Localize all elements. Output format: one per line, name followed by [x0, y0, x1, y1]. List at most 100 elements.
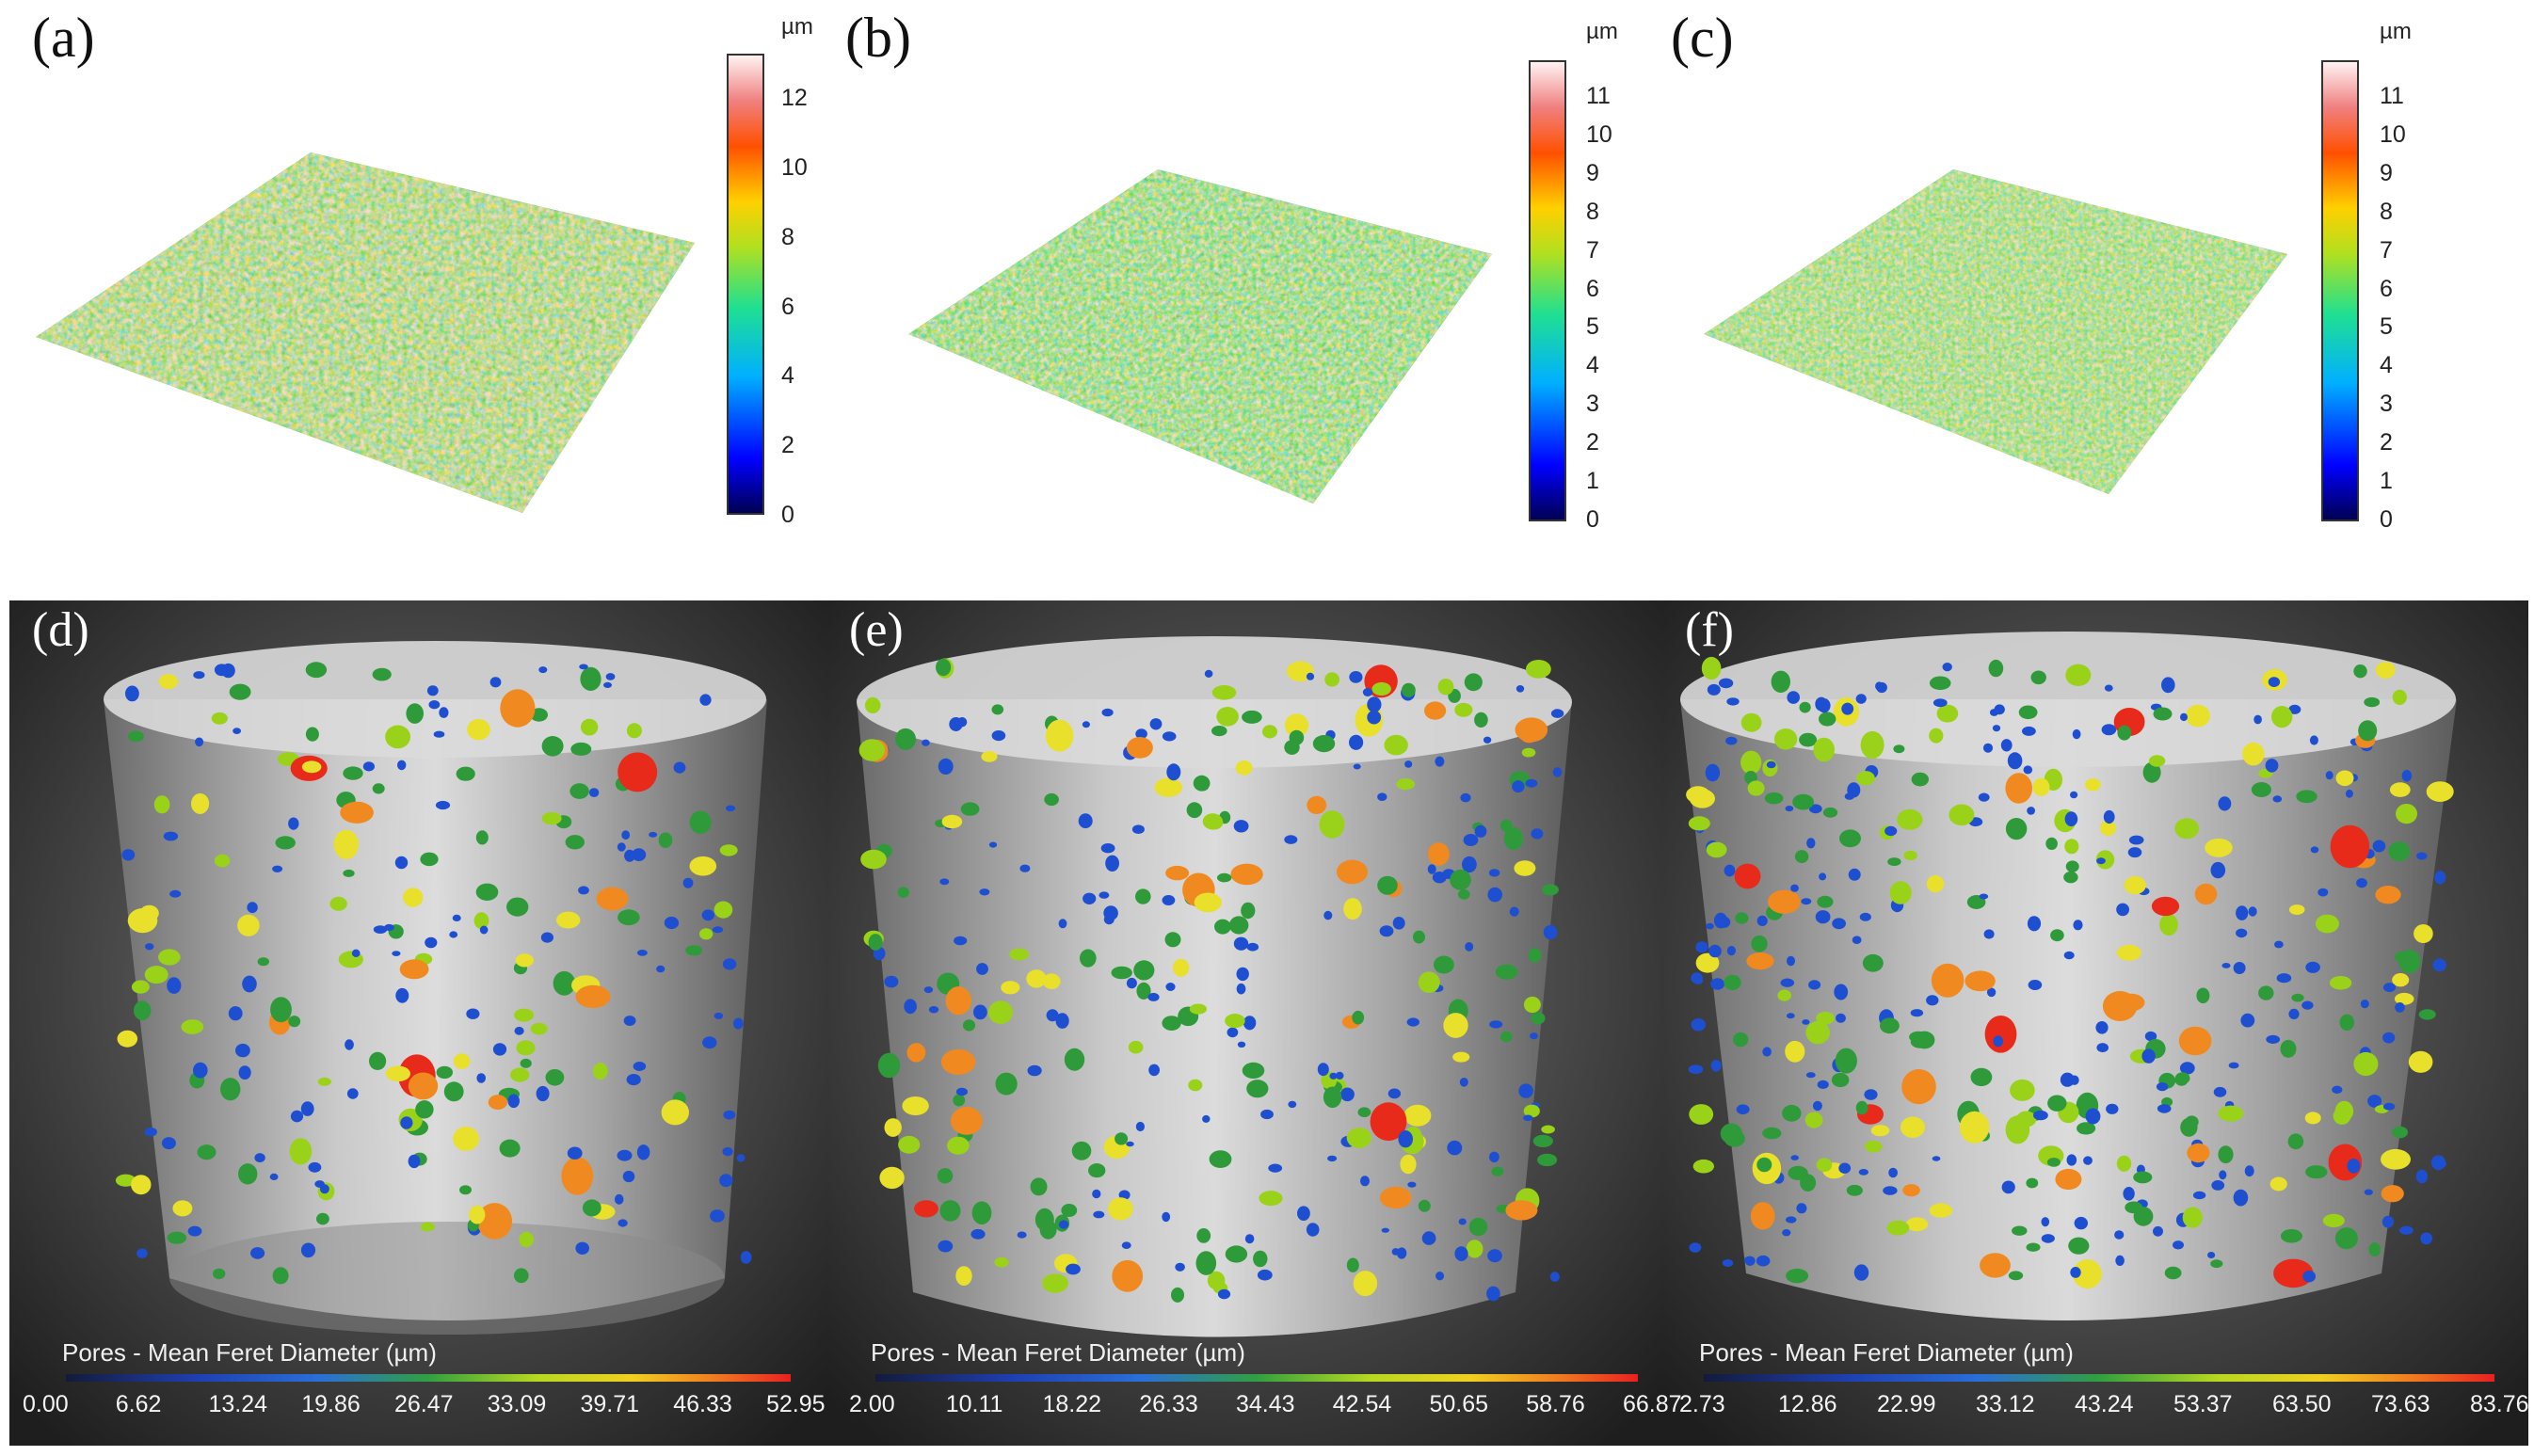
pore [1787, 955, 1795, 967]
pore [161, 1137, 176, 1150]
pore [1083, 892, 1097, 904]
pore [2291, 993, 2304, 1002]
pore [1768, 889, 1801, 914]
pore [1819, 872, 1827, 881]
pore [1523, 996, 1541, 1014]
pore [2153, 707, 2173, 721]
pore [719, 1174, 733, 1188]
pore [1525, 778, 1538, 788]
pore [712, 926, 724, 934]
pore [2288, 704, 2301, 714]
pore [475, 830, 489, 845]
pore [456, 766, 475, 781]
ct-render [9, 600, 2528, 1446]
pore [2280, 1229, 2302, 1243]
pore [1353, 763, 1361, 770]
pore [2128, 835, 2144, 845]
pore [2304, 1112, 2321, 1125]
pore [937, 1168, 954, 1184]
pore [2100, 820, 2117, 836]
pore [1357, 1107, 1371, 1117]
pore [1855, 1100, 1868, 1115]
pore [1800, 1174, 1817, 1192]
pore [1756, 1255, 1771, 1267]
pore [1435, 756, 1445, 767]
pore [1552, 767, 1563, 777]
pore [319, 1184, 329, 1194]
pore [1841, 702, 1854, 715]
pore [1427, 842, 1450, 866]
pore [288, 817, 299, 830]
pore [960, 802, 980, 816]
pore [1887, 857, 1901, 867]
colorbar-tick: 12.86 [1778, 1391, 1837, 1417]
pore [1846, 1184, 1863, 1196]
pore [305, 727, 319, 742]
pore [2033, 1110, 2048, 1121]
colorbar-e-title: Pores - Mean Feret Diameter (µm) [871, 1338, 1245, 1367]
pore [1483, 736, 1492, 744]
pore [2268, 677, 2281, 687]
pore [1984, 1016, 2017, 1053]
pore [2364, 1189, 2373, 1195]
pore [740, 1251, 752, 1264]
pore [2046, 1158, 2061, 1167]
pore [1787, 691, 1800, 704]
pore [561, 1157, 594, 1195]
colorbar-tick: 33.12 [1976, 1391, 2035, 1417]
pore [1735, 912, 1749, 924]
pore [1979, 893, 1989, 900]
pore [1009, 948, 1030, 961]
pore [897, 887, 909, 898]
pore [588, 788, 600, 797]
pore [2001, 1180, 2015, 1194]
pore [701, 909, 714, 921]
pore [938, 758, 954, 775]
pore [500, 689, 536, 728]
pore [1503, 826, 1524, 851]
pore [420, 852, 439, 867]
pore [1886, 1220, 1910, 1236]
pore [469, 1205, 486, 1224]
pore [1186, 802, 1203, 819]
pores [115, 656, 2454, 1303]
pore [237, 914, 260, 936]
pore [2414, 924, 2433, 943]
pore [2185, 1115, 2199, 1128]
ct-row: (d) (e) (f) Pores - Mean Feret Diameter … [9, 600, 2529, 1446]
pore [269, 1173, 279, 1180]
pore [622, 1170, 635, 1183]
pore [1214, 919, 1231, 935]
pore [2182, 1207, 2203, 1228]
pore [2007, 752, 2023, 770]
pore [1848, 868, 1861, 881]
colorbar-tick: 7 [2380, 236, 2393, 264]
pore [1017, 1231, 1027, 1239]
pore [2280, 1039, 2297, 1058]
pore [1236, 983, 1246, 995]
pore [2096, 857, 2106, 865]
pore [689, 856, 717, 876]
pore [2064, 811, 2078, 827]
pore [2065, 664, 2092, 686]
pore [719, 844, 738, 856]
pore [288, 1016, 301, 1028]
pore [1724, 864, 1736, 877]
pore [2274, 940, 2284, 949]
pore [131, 980, 150, 994]
pore [1756, 1157, 1772, 1173]
pore [1398, 1130, 1413, 1148]
pore [1026, 969, 1047, 988]
pore [191, 792, 210, 814]
pore [385, 1065, 410, 1082]
pore [2192, 1191, 2206, 1200]
pore [2178, 1026, 2212, 1056]
pore [1786, 1268, 1809, 1284]
pore [2401, 770, 2413, 782]
pore [623, 1016, 636, 1026]
colorbar-tick: 10 [1586, 120, 1612, 148]
colorbar-tick: 73.63 [2371, 1391, 2430, 1417]
pore [242, 975, 257, 993]
pore [1903, 850, 1917, 861]
pore [473, 912, 489, 930]
